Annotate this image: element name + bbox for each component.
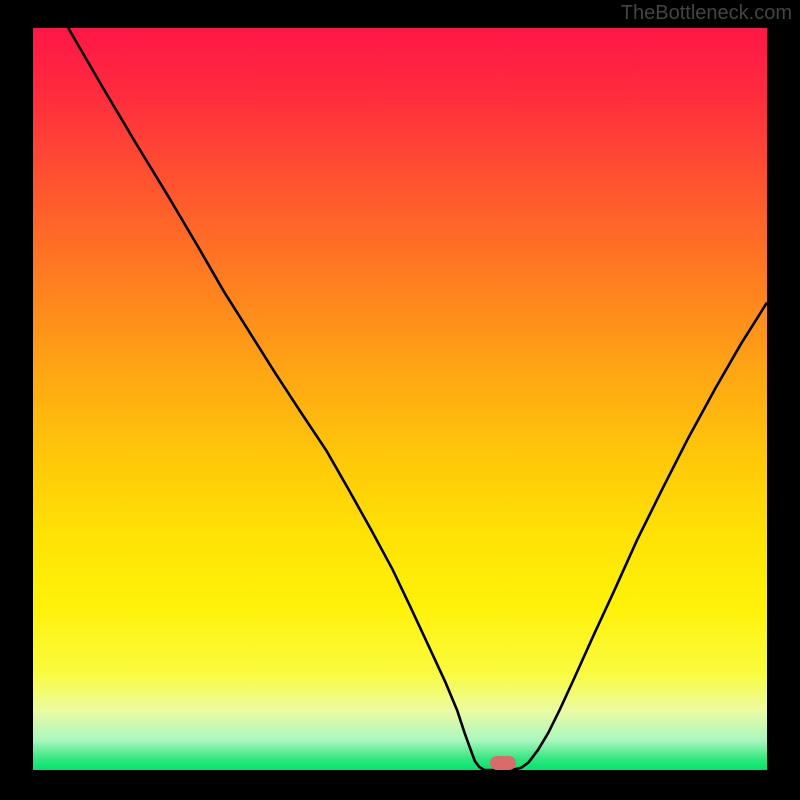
chart-container: TheBottleneck.com — [0, 0, 800, 800]
plot-area — [33, 28, 767, 770]
watermark-text: TheBottleneck.com — [621, 2, 792, 25]
optimal-point-marker — [490, 756, 516, 770]
bottleneck-curve-chart — [33, 28, 767, 770]
gradient-background — [33, 28, 767, 770]
